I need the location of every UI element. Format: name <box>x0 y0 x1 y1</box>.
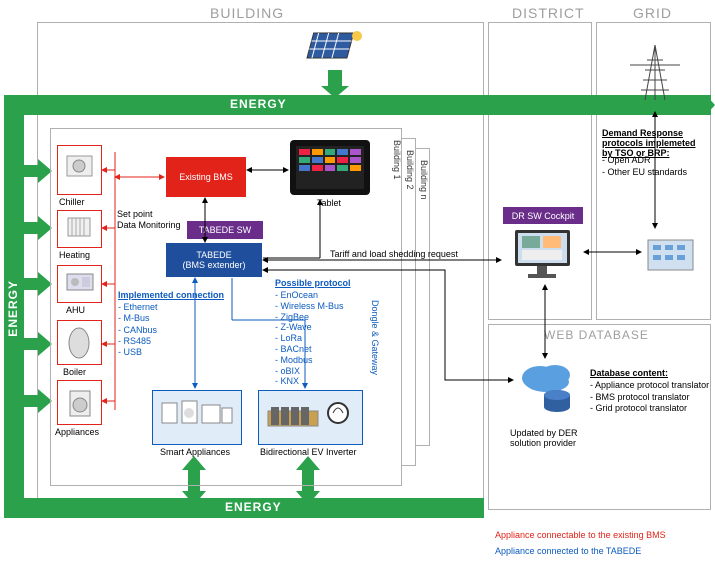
box-smart-appliances <box>152 390 242 445</box>
db-updated-text: Updated by DER solution provider <box>510 428 590 448</box>
dr-protocols-title: Demand Response protocols implemeted by … <box>602 128 707 158</box>
proto-item: - ZigBee <box>275 312 344 323</box>
db-content-title: Database content: <box>590 368 668 378</box>
proto-item: - EnOcean <box>275 290 344 301</box>
db-item: - Grid protocol translator <box>590 403 709 415</box>
impl-conn-item: - RS485 <box>118 336 158 347</box>
text-setpoint2: Data Monitoring <box>117 220 181 230</box>
impl-conn-title: Implemented connection <box>118 290 224 300</box>
label-ev-inverter: Bidirectional EV Inverter <box>260 447 357 457</box>
dr-proto-item: - Other EU standards <box>602 167 687 179</box>
dongle-text: Dongle & Gateway <box>370 300 380 375</box>
db-item: - Appliance protocol translator <box>590 380 709 392</box>
proto-item: - Modbus <box>275 355 344 366</box>
text-setpoint1: Set point <box>117 209 153 219</box>
impl-conn-item: - Ethernet <box>118 302 158 313</box>
legend-red: Appliance connectable to the existing BM… <box>495 530 666 540</box>
monitor-icon <box>510 228 575 283</box>
legend-blue: Appliance connected to the TABEDE <box>495 546 641 556</box>
impl-conn-list: - Ethernet - M-Bus - CANbus - RS485 - US… <box>118 302 158 358</box>
impl-conn-item: - CANbus <box>118 325 158 336</box>
label-building1: Building 1 <box>392 140 402 180</box>
dr-proto-item: - Open ADR <box>602 155 687 167</box>
proto-item: - KNX <box>275 376 344 387</box>
db-item: - BMS protocol translator <box>590 392 709 404</box>
impl-conn-item: - USB <box>118 347 158 358</box>
proto-item: - Wireless M-Bus <box>275 301 344 312</box>
proto-item: - BACnet <box>275 344 344 355</box>
impl-conn-item: - M-Bus <box>118 313 158 324</box>
tariff-text: Tariff and load shedding request <box>330 249 458 259</box>
proto-item: - Z-Wave <box>275 322 344 333</box>
box-ev-inverter <box>258 390 363 445</box>
label-building2: Building 2 <box>405 150 415 190</box>
label-buildingn: Building n <box>419 160 429 200</box>
possible-proto-title: Possible protocol <box>275 278 351 288</box>
dr-protocols-list: - Open ADR - Other EU standards <box>602 155 687 178</box>
proto-item: - oBIX <box>275 366 344 377</box>
label-smart-appliances: Smart Appliances <box>160 447 230 457</box>
possible-proto-list: - EnOcean - Wireless M-Bus - ZigBee - Z-… <box>275 290 344 387</box>
db-content-list: - Appliance protocol translator - BMS pr… <box>590 380 709 415</box>
proto-item: - LoRa <box>275 333 344 344</box>
cloud-db-icon <box>515 360 580 415</box>
block-dr-cockpit: DR SW Cockpit <box>503 207 583 224</box>
